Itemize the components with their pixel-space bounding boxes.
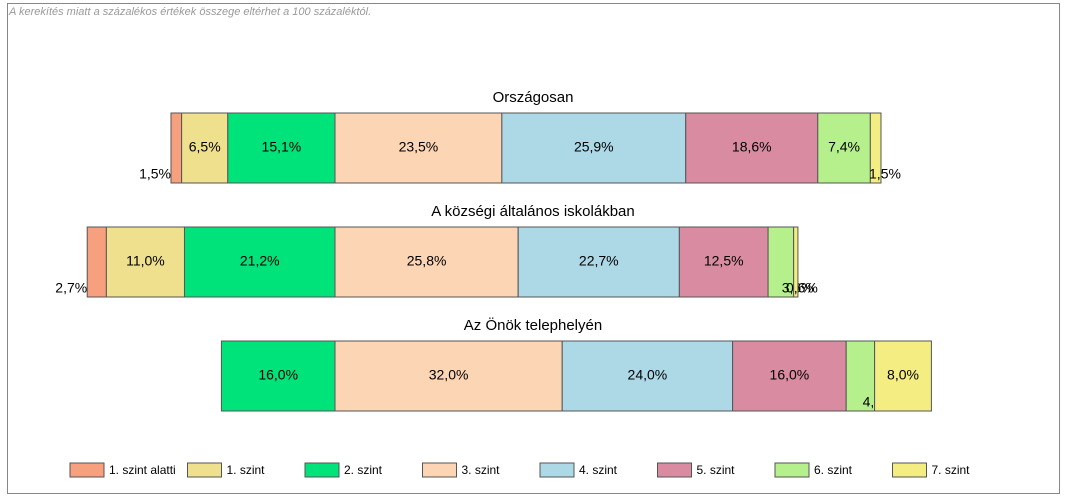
- frame: [7, 3, 1060, 494]
- bar-segment: [334, 340, 563, 412]
- value-label: 25,9%: [574, 139, 614, 155]
- value-label: 0,6%: [786, 280, 818, 296]
- bar-segment: [334, 226, 519, 298]
- value-label: 11,0%: [126, 253, 165, 269]
- legend-label: 1. szint: [227, 463, 266, 477]
- legend: 1. szint alatti 1. szint 2. szint 3. szint 4…: [69, 462, 971, 478]
- legend-label: 7. szint: [932, 463, 971, 477]
- bar-segment: [220, 340, 336, 412]
- legend-label: 1. szint alatti: [109, 463, 176, 477]
- bar-segment: [869, 112, 882, 184]
- legend-label: 5. szint: [697, 463, 736, 477]
- bar-title: A községi általános iskolákban: [431, 203, 634, 220]
- value-label: 24,0%: [628, 367, 668, 383]
- legend-label: 2. szint: [344, 463, 383, 477]
- bar-segment: [817, 112, 871, 184]
- legend-swatch: [539, 462, 575, 478]
- value-label: 21,2%: [240, 253, 280, 269]
- value-label: 32,0%: [429, 367, 469, 383]
- legend-swatch: [69, 462, 105, 478]
- bar-segment: [183, 226, 336, 298]
- legend-swatch: [892, 462, 927, 478]
- legend-swatch: [657, 462, 692, 478]
- bar-segment: [86, 226, 107, 298]
- value-label: 8,0%: [887, 367, 919, 383]
- bar-segment: [685, 112, 819, 184]
- value-label: 25,8%: [407, 253, 447, 269]
- value-label: 2,7%: [55, 280, 87, 296]
- bar-segment: [678, 226, 769, 298]
- legend-label: 6. szint: [814, 463, 853, 477]
- bar-segment: [170, 112, 183, 184]
- value-label: 12,5%: [704, 253, 744, 269]
- value-label: 15,1%: [262, 139, 302, 155]
- note: A kerekítés miatt a százalékos értékek ö…: [8, 6, 371, 18]
- value-label: 16,0%: [258, 367, 298, 383]
- legend-swatch: [187, 462, 222, 478]
- value-label: 22,7%: [579, 253, 619, 269]
- value-label: 6,5%: [189, 139, 221, 155]
- legend-swatch: [422, 462, 457, 478]
- bar-segment: [767, 226, 795, 298]
- legend-label: 3. szint: [462, 463, 501, 477]
- legend-swatch: [304, 462, 340, 478]
- bar-segment: [561, 340, 734, 412]
- legend-swatch: [774, 462, 810, 478]
- value-label: 1,5%: [869, 166, 901, 182]
- bar-segment: [105, 226, 185, 298]
- bar-segment: [874, 340, 932, 412]
- bar-segment: [227, 112, 336, 184]
- value-label: 23,5%: [399, 139, 439, 155]
- bar-title: Az Önök telephelyén: [464, 316, 602, 334]
- legend-label: 4. szint: [579, 463, 618, 477]
- value-label: 16,0%: [770, 367, 810, 383]
- value-label: 1,5%: [139, 166, 171, 182]
- bar-title: Országosan: [493, 89, 574, 106]
- bar-segment: [517, 226, 680, 298]
- value-label: 18,6%: [732, 139, 772, 155]
- value-label: 7,4%: [828, 139, 860, 155]
- bar-segment: [181, 112, 229, 184]
- bar-segment: [501, 112, 687, 184]
- bar-segment: [732, 340, 847, 412]
- bar-segment: [793, 226, 799, 298]
